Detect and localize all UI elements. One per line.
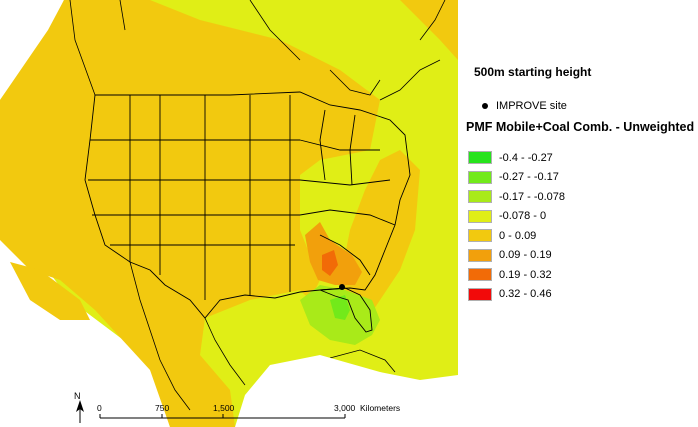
legend-swatch bbox=[468, 248, 492, 262]
legend-swatch bbox=[468, 151, 492, 165]
legend-class-label: 0.09 - 0.19 bbox=[499, 249, 552, 262]
improve-site-marker bbox=[339, 284, 345, 290]
legend-swatch bbox=[468, 190, 492, 204]
north-label: N bbox=[74, 391, 81, 401]
legend-swatch bbox=[468, 170, 492, 184]
legend-class: 0.09 - 0.19 bbox=[468, 246, 565, 266]
region-class-neg0.27-neg0.17 bbox=[330, 295, 350, 320]
legend-class: 0.32 - 0.46 bbox=[468, 285, 565, 305]
scale-tick-3000: 3,000 bbox=[334, 403, 356, 413]
scale-unit: Kilometers bbox=[360, 403, 400, 413]
legend-class: 0.19 - 0.32 bbox=[468, 265, 565, 285]
region-class-0-0.09 bbox=[0, 0, 380, 427]
legend-class: -0.4 - -0.27 bbox=[468, 148, 565, 168]
legend-classes: -0.4 - -0.27 -0.27 - -0.17 -0.17 - -0.07… bbox=[468, 148, 565, 304]
legend-class-label: -0.4 - -0.27 bbox=[499, 151, 553, 164]
site-dot-icon bbox=[482, 103, 488, 109]
legend-swatch bbox=[468, 209, 492, 223]
mexico-outline bbox=[129, 261, 396, 411]
legend-class-label: -0.17 - -0.078 bbox=[499, 190, 566, 203]
scale-tick-0: 0 bbox=[97, 403, 102, 413]
legend-title: PMF Mobile+Coal Comb. - Unweighted bbox=[466, 120, 695, 134]
legend-class-label: 0.19 - 0.32 bbox=[499, 268, 552, 281]
legend-class-label: 0 - 0.09 bbox=[499, 229, 537, 242]
scale-tick-750: 750 bbox=[155, 403, 169, 413]
north-arrow bbox=[76, 400, 84, 423]
scale-tick-1500: 1,500 bbox=[213, 403, 235, 413]
legend-class: -0.078 - 0 bbox=[468, 207, 565, 227]
site-legend-label: IMPROVE site bbox=[496, 100, 567, 112]
region-class-0.19-0.32 bbox=[322, 250, 338, 276]
scale-bar bbox=[99, 414, 346, 419]
legend-class-label: -0.078 - 0 bbox=[499, 210, 547, 223]
site-legend: IMPROVE site bbox=[474, 100, 567, 112]
legend-class: 0 - 0.09 bbox=[468, 226, 565, 246]
subtitle: 500m starting height bbox=[474, 65, 592, 79]
legend-panel: 500m starting height IMPROVE site PMF Mo… bbox=[462, 0, 698, 427]
legend-swatch bbox=[468, 287, 492, 301]
legend-class-label: 0.32 - 0.46 bbox=[499, 288, 552, 301]
florida-outline bbox=[319, 287, 373, 333]
legend-swatch bbox=[468, 229, 492, 243]
legend-class: -0.27 - -0.17 bbox=[468, 168, 565, 188]
legend-swatch bbox=[468, 268, 492, 282]
map-panel: N 0 750 1,500 3,000 Kilometers bbox=[0, 0, 458, 427]
legend-class-label: -0.27 - -0.17 bbox=[499, 171, 559, 184]
legend-class: -0.17 - -0.078 bbox=[468, 187, 565, 207]
canada-lines bbox=[69, 0, 446, 101]
